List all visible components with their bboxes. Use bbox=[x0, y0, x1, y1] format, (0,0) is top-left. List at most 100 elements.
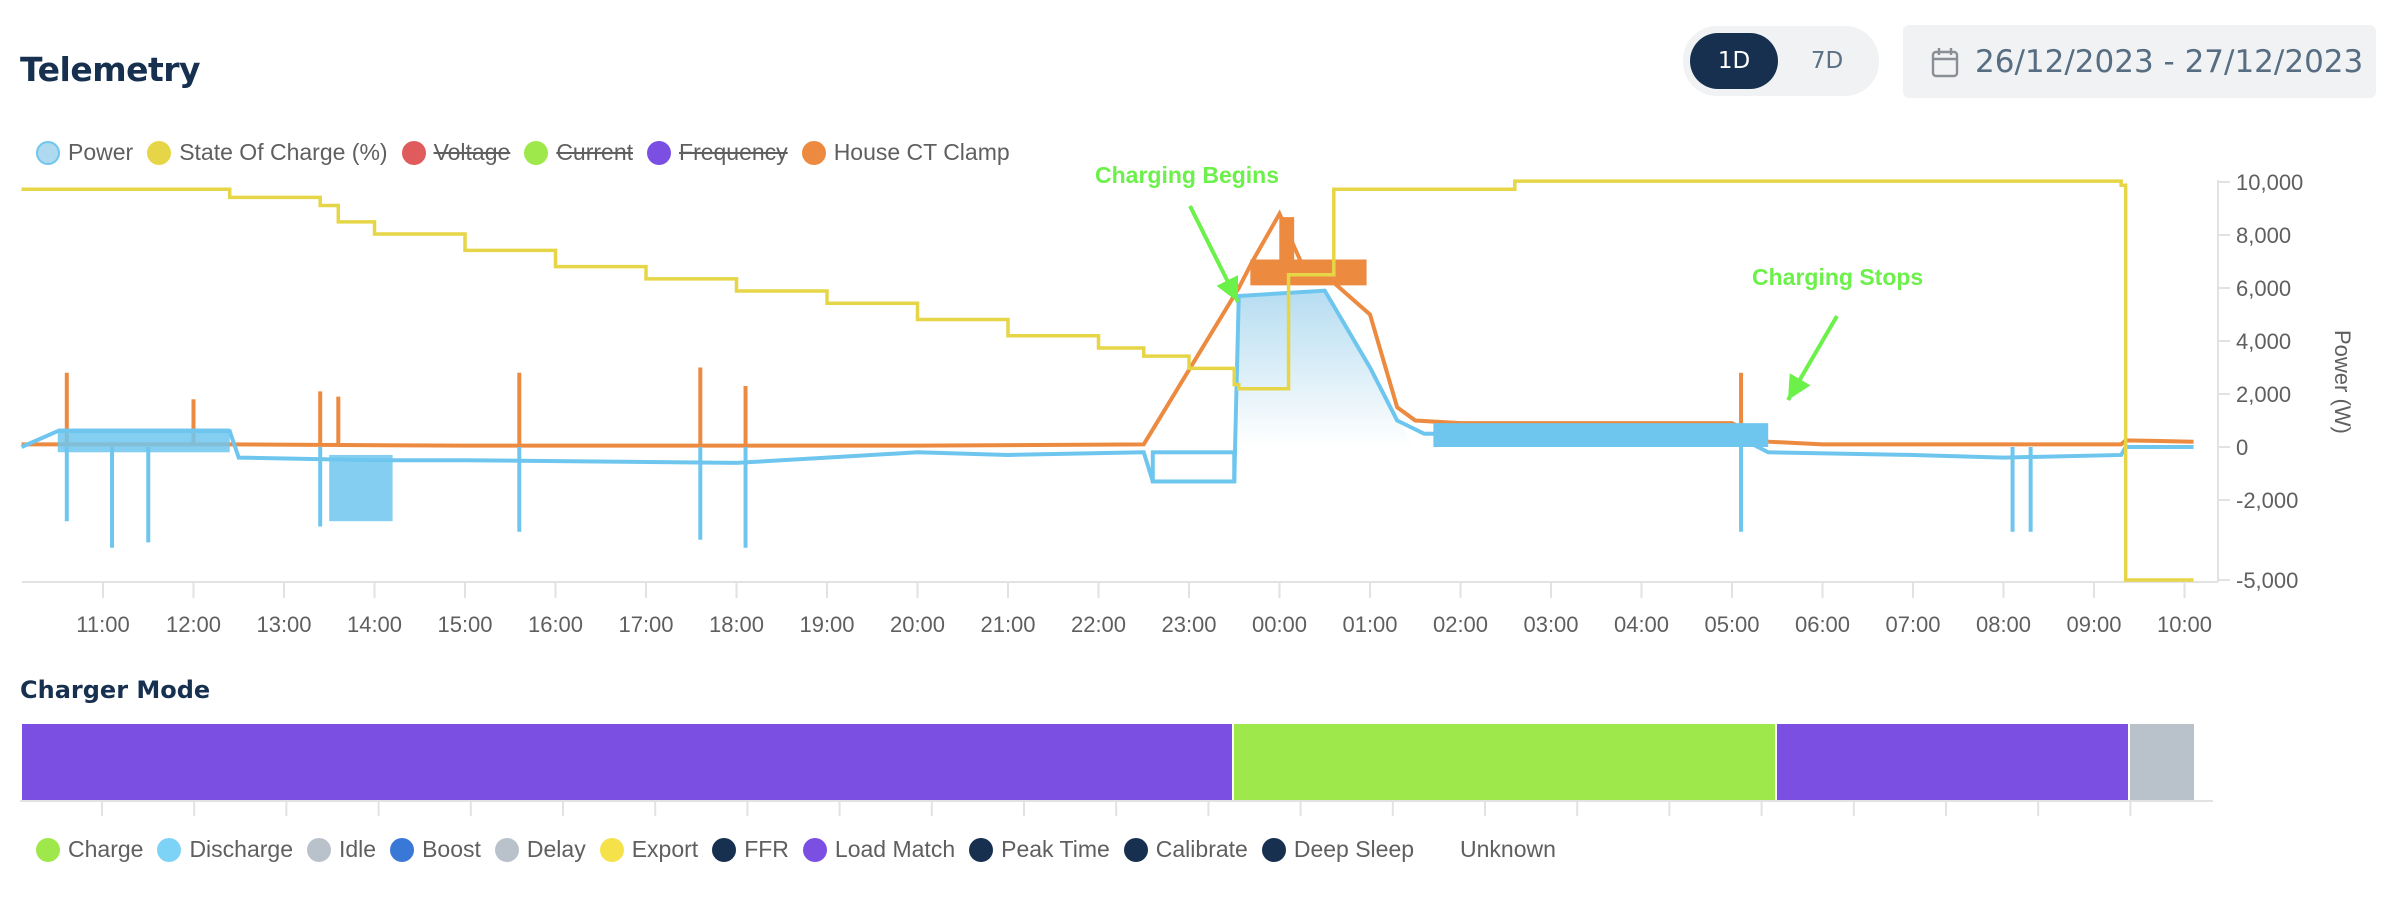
legend-swatch-icon bbox=[802, 837, 827, 862]
legend-swatch-icon bbox=[599, 837, 624, 862]
series-house-ct-clamp bbox=[21, 209, 2194, 448]
mode-legend-deep-sleep[interactable]: Deep Sleep bbox=[1261, 836, 1415, 863]
legend-swatch-icon bbox=[801, 140, 826, 165]
legend-swatch-icon bbox=[390, 837, 415, 862]
legend-swatch-icon bbox=[306, 837, 331, 862]
legend-label: Load Match bbox=[834, 836, 956, 862]
legend-voltage[interactable]: Voltage bbox=[401, 139, 511, 166]
legend-swatch-icon bbox=[494, 837, 519, 862]
x-tick-label: 00:00 bbox=[1252, 612, 1307, 637]
range-1d-button[interactable]: 1D bbox=[1690, 33, 1778, 89]
mode-legend-calibrate[interactable]: Calibrate bbox=[1123, 836, 1248, 863]
x-tick-label: 16:00 bbox=[528, 612, 583, 637]
legend-label: Idle bbox=[338, 836, 377, 862]
mode-legend-charge[interactable]: Charge bbox=[36, 836, 143, 863]
mode-segment-idle[interactable] bbox=[2130, 724, 2194, 801]
series-state-of-charge bbox=[21, 179, 2194, 582]
legend-label: Current bbox=[556, 139, 634, 165]
mode-segment-load-match[interactable] bbox=[21, 724, 1233, 801]
y-axis-title: Power (W) bbox=[2330, 330, 2355, 434]
legend-label: Voltage bbox=[433, 139, 511, 165]
legend-label: Discharge bbox=[189, 836, 293, 862]
x-tick-label: 08:00 bbox=[1976, 612, 2031, 637]
x-tick-label: 02:00 bbox=[1433, 612, 1488, 637]
x-tick-label: 20:00 bbox=[890, 612, 945, 637]
y-tick-label: 2,000 bbox=[2236, 382, 2291, 407]
legend-swatch-icon bbox=[1261, 837, 1286, 862]
mode-segment-charge[interactable] bbox=[1234, 724, 1776, 801]
legend-label: Boost bbox=[422, 836, 481, 862]
legend-swatch-icon bbox=[524, 140, 549, 165]
x-tick-label: 05:00 bbox=[1704, 612, 1759, 637]
x-tick-label: 18:00 bbox=[709, 612, 764, 637]
legend-swatch-icon bbox=[1123, 837, 1148, 862]
legend-swatch-icon bbox=[647, 140, 672, 165]
legend-label: Export bbox=[631, 836, 699, 862]
annotation-charging-begins: Charging Begins bbox=[1095, 162, 1280, 188]
range-7d-button[interactable]: 7D bbox=[1810, 48, 1844, 74]
legend-state-of-charge[interactable]: State Of Charge (%) bbox=[147, 139, 388, 166]
mode-segment-load-match[interactable] bbox=[1777, 724, 2129, 801]
legend-label: Frequency bbox=[679, 139, 788, 165]
legend-swatch-icon bbox=[157, 837, 182, 862]
x-tick-label: 06:00 bbox=[1795, 612, 1850, 637]
y-tick-label: 8,000 bbox=[2236, 223, 2291, 248]
x-tick-label: 03:00 bbox=[1523, 612, 1578, 637]
legend-swatch-icon bbox=[36, 837, 60, 862]
telemetry-chart: 10,000 8,000 6,000 4,000 2,000 0 -2,000 -5,000 P… bbox=[20, 170, 2355, 637]
series-power bbox=[20, 288, 2194, 484]
date-range-text: 26/12/2023 - 27/12/2023 bbox=[1975, 43, 2364, 80]
legend-power[interactable]: Power bbox=[36, 139, 133, 166]
x-tick-label: 14:00 bbox=[347, 612, 402, 637]
x-tick-label: 21:00 bbox=[980, 612, 1035, 637]
y-tick-label: -5,000 bbox=[2236, 568, 2298, 593]
legend-swatch-icon bbox=[401, 140, 426, 165]
legend-frequency[interactable]: Frequency bbox=[647, 139, 788, 166]
legend-label: State Of Charge (%) bbox=[179, 139, 388, 165]
legend-swatch-icon bbox=[36, 140, 60, 165]
legend-swatch-icon bbox=[147, 140, 172, 165]
y-tick-label: -2,000 bbox=[2236, 488, 2298, 513]
x-tick-label: 13:00 bbox=[256, 612, 311, 637]
telemetry-legend: Power State Of Charge (%) Voltage Current Fr… bbox=[36, 139, 1024, 166]
x-tick-label: 19:00 bbox=[799, 612, 854, 637]
legend-label: Calibrate bbox=[1155, 836, 1248, 862]
x-tick-label: 09:00 bbox=[2066, 612, 2121, 637]
legend-label: Unknown bbox=[1460, 836, 1556, 862]
mode-legend-unknown[interactable]: Unknown bbox=[1428, 836, 1556, 863]
legend-label: FFR bbox=[744, 836, 789, 862]
y-tick-label: 10,000 bbox=[2236, 170, 2303, 195]
x-tick-label: 01:00 bbox=[1342, 612, 1397, 637]
legend-label: House CT Clamp bbox=[833, 139, 1010, 165]
x-tick-label: 12:00 bbox=[166, 612, 221, 637]
legend-swatch-icon bbox=[1428, 838, 1452, 862]
y-tick-label: 6,000 bbox=[2236, 276, 2291, 301]
legend-label: Peak Time bbox=[1001, 836, 1110, 862]
page-title: Telemetry bbox=[20, 50, 201, 89]
mode-legend-load-match[interactable]: Load Match bbox=[802, 836, 956, 863]
annotation-charging-stops: Charging Stops bbox=[1752, 264, 1924, 290]
legend-house-ct-clamp[interactable]: House CT Clamp bbox=[801, 139, 1010, 166]
date-range-picker[interactable]: 26/12/2023 - 27/12/2023 bbox=[1903, 25, 2376, 98]
legend-label: Charge bbox=[68, 836, 144, 862]
charger-mode-title: Charger Mode bbox=[20, 676, 211, 704]
mode-legend-delay[interactable]: Delay bbox=[494, 836, 586, 863]
power-area-fill bbox=[1238, 290, 1416, 447]
x-tick-label: 23:00 bbox=[1161, 612, 1216, 637]
power-charging-band bbox=[1433, 423, 1769, 447]
legend-label: Deep Sleep bbox=[1293, 836, 1415, 862]
x-tick-label: 22:00 bbox=[1071, 612, 1126, 637]
mode-legend-ffr[interactable]: FFR bbox=[712, 836, 789, 863]
mode-legend-discharge[interactable]: Discharge bbox=[157, 836, 293, 863]
x-tick-label: 10:00 bbox=[2157, 612, 2212, 637]
x-tick-label: 04:00 bbox=[1614, 612, 1669, 637]
x-tick-label: 07:00 bbox=[1885, 612, 1940, 637]
mode-legend-peak-time[interactable]: Peak Time bbox=[969, 836, 1110, 863]
mode-legend-idle[interactable]: Idle bbox=[306, 836, 377, 863]
range-toggle: 1D 7D bbox=[1683, 26, 1879, 96]
legend-current[interactable]: Current bbox=[524, 139, 633, 166]
legend-label: Power bbox=[68, 139, 134, 165]
mode-legend-boost[interactable]: Boost bbox=[390, 836, 481, 863]
mode-legend-export[interactable]: Export bbox=[599, 836, 699, 863]
legend-swatch-icon bbox=[969, 837, 994, 862]
